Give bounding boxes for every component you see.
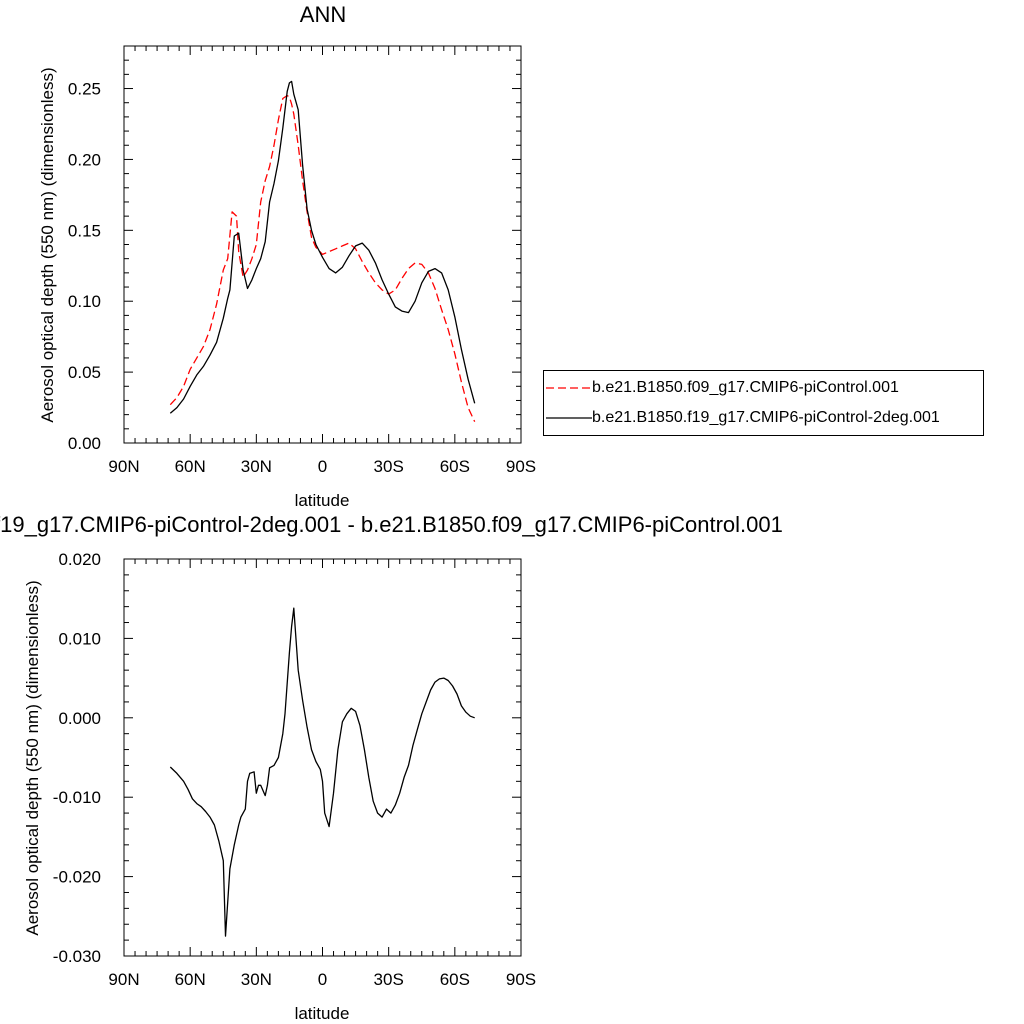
y-tick-label: 0.15 [68, 221, 101, 240]
y-tick-label: -0.010 [53, 788, 101, 807]
legend-dashed-line-sample [546, 387, 592, 389]
x-tick-label: 60S [440, 457, 470, 476]
legend-label: b.e21.B1850.f19_g17.CMIP6-piControl-2deg… [592, 409, 940, 426]
bottom-ticks [123, 558, 522, 957]
x-tick-label: 90S [506, 457, 536, 476]
bottom-plot-frame [123, 558, 522, 957]
top-ticks [123, 45, 522, 444]
x-tick-label: 30N [241, 457, 272, 476]
bottom-x-tick-labels: 90N 60N 30N 0 30S 60S 90S [108, 970, 536, 989]
x-tick-label: 60N [175, 457, 206, 476]
top-plot-frame [123, 45, 522, 444]
legend-entry: b.e21.B1850.f19_g17.CMIP6-piControl-2deg… [544, 407, 983, 429]
y-tick-label: 0.020 [58, 550, 101, 569]
y-tick-label: 0.20 [68, 150, 101, 169]
top-y-axis-label: Aerosol optical depth (550 nm) (dimensio… [38, 67, 57, 422]
bottom-panel: b.e21.B1850.f19_g17.CMIP6-piControl-2deg… [0, 512, 783, 1023]
series-line [169, 607, 475, 937]
x-tick-label: 60N [175, 970, 206, 989]
series-line [169, 80, 476, 414]
legend-solid-line-sample [546, 417, 592, 419]
x-tick-label: 60S [440, 970, 470, 989]
top-x-axis-label: latitude [295, 491, 350, 510]
series-line [169, 94, 476, 422]
x-tick-label: 30N [241, 970, 272, 989]
top-panel: ANN 90N 60N 30N 0 30S 60S 90S 0.00 0.05 0.10 0.15… [38, 2, 536, 510]
x-tick-label: 0 [318, 457, 327, 476]
y-tick-label: -0.020 [53, 868, 101, 887]
bottom-y-tick-labels: -0.030 -0.020 -0.010 0.000 0.010 0.020 [53, 550, 101, 966]
y-tick-label: 0.000 [58, 709, 101, 728]
legend: b.e21.B1850.f09_g17.CMIP6-piControl.001 … [543, 370, 984, 436]
y-tick-label: 0.05 [68, 363, 101, 382]
y-tick-label: 0.10 [68, 292, 101, 311]
x-tick-label: 0 [318, 970, 327, 989]
bottom-panel-title: b.e21.B1850.f19_g17.CMIP6-piControl-2deg… [0, 512, 783, 537]
legend-label: b.e21.B1850.f09_g17.CMIP6-piControl.001 [592, 379, 899, 396]
bottom-x-axis-label: latitude [295, 1004, 350, 1023]
y-tick-label: -0.030 [53, 947, 101, 966]
y-tick-label: 0.010 [58, 629, 101, 648]
top-panel-title: ANN [300, 2, 346, 27]
x-tick-label: 30S [374, 970, 404, 989]
bottom-series [169, 607, 475, 937]
x-tick-label: 90S [506, 970, 536, 989]
y-tick-label: 0.25 [68, 80, 101, 99]
top-series [169, 80, 476, 422]
legend-entry: b.e21.B1850.f09_g17.CMIP6-piControl.001 [544, 377, 983, 399]
bottom-y-axis-label: Aerosol optical depth (550 nm) (dimensio… [23, 580, 42, 935]
x-tick-label: 30S [374, 457, 404, 476]
top-x-tick-labels: 90N 60N 30N 0 30S 60S 90S [108, 457, 536, 476]
x-tick-label: 90N [108, 457, 139, 476]
y-tick-label: 0.00 [68, 434, 101, 453]
x-tick-label: 90N [108, 970, 139, 989]
top-y-tick-labels: 0.00 0.05 0.10 0.15 0.20 0.25 [68, 80, 101, 453]
